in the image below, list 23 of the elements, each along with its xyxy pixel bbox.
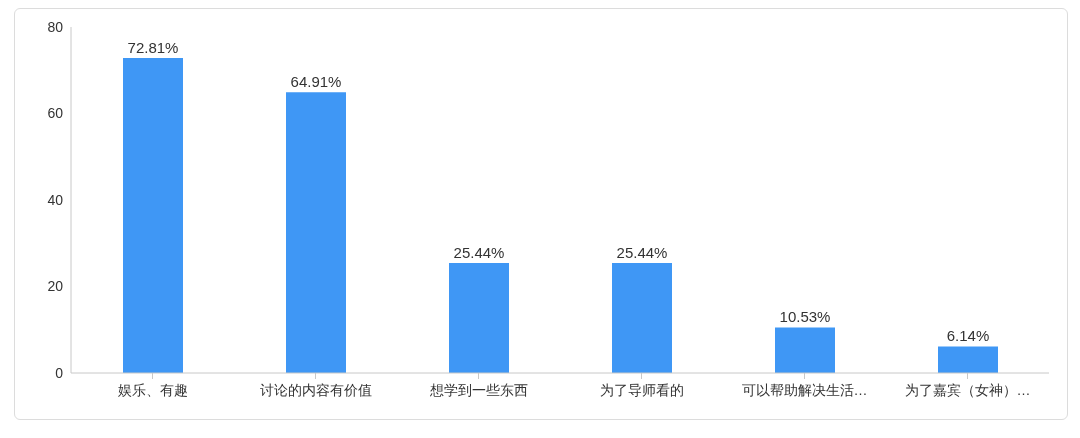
bar — [449, 262, 509, 373]
data-label: 10.53% — [779, 308, 831, 326]
x-tick-label: 想学到一些东西 — [428, 381, 528, 398]
data-label: 6.14% — [946, 327, 990, 345]
x-tick-label: 为了嘉宾（女神）… — [904, 381, 1031, 398]
y-tick-label: 20 — [47, 278, 64, 295]
y-tick-label: 0 — [55, 364, 64, 381]
data-label: 25.44% — [616, 243, 668, 261]
x-tick-label: 为了导师看的 — [599, 381, 684, 398]
x-tick-label: 娱乐、有趣 — [117, 381, 188, 398]
bar — [938, 346, 998, 373]
bar — [612, 262, 672, 373]
y-tick-label: 60 — [47, 105, 64, 122]
y-tick-label: 40 — [47, 191, 64, 208]
bar — [286, 92, 346, 373]
x-tick-label: 可以帮助解决生活… — [741, 381, 868, 398]
y-tick-label: 80 — [47, 18, 64, 35]
data-label: 72.81% — [127, 39, 179, 57]
bar — [775, 327, 835, 373]
data-label: 25.44% — [453, 243, 505, 261]
x-tick-label: 讨论的内容有价值 — [259, 381, 372, 398]
bar — [123, 58, 183, 373]
data-label: 64.91% — [290, 73, 342, 91]
